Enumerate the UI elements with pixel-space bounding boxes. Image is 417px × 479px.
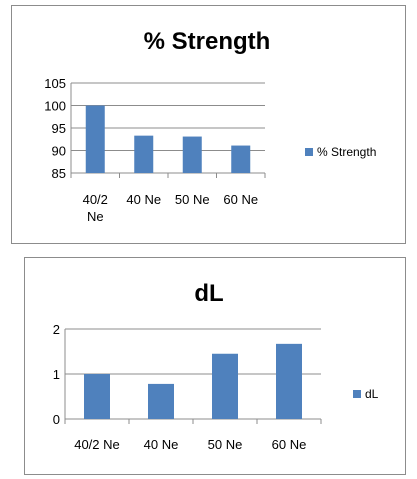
strength-category-label: 40 Ne: [126, 192, 161, 207]
strength-bar: [182, 136, 202, 173]
dl-ytick-label: 2: [53, 322, 60, 337]
strength-category-label: 40/2 Ne: [83, 192, 108, 224]
strength-ytick-label: 95: [52, 121, 66, 136]
dl-ytick-label: 0: [53, 412, 60, 427]
dl-bar: [84, 374, 110, 419]
dl-chart: dL 0 1 2 40/2 Ne 40 Ne 50 Ne 60 Ne dL: [24, 257, 406, 475]
strength-ytick-label: 105: [44, 76, 66, 91]
dl-category-label: 50 Ne: [208, 437, 243, 452]
strength-chart-title: % Strength: [144, 28, 271, 55]
strength-legend-label: % Strength: [317, 145, 376, 159]
strength-bar: [134, 135, 154, 173]
strength-chart: % Strength 85 90 95 100 105 40/2 Ne 40 Ne 50 Ne…: [11, 5, 406, 244]
dl-bar: [212, 353, 238, 419]
strength-ytick-label: 90: [52, 144, 66, 159]
dl-category-label: 40 Ne: [144, 437, 179, 452]
dl-chart-svg: dL 0 1 2 40/2 Ne 40 Ne 50 Ne 60 Ne dL: [53, 280, 379, 452]
strength-chart-svg: % Strength 85 90 95 100 105 40/2 Ne 40 Ne 50 Ne…: [44, 28, 376, 224]
strength-category-label: 50 Ne: [175, 192, 210, 207]
strength-ytick-label: 85: [52, 166, 66, 181]
dl-legend-swatch: [353, 390, 361, 398]
dl-bar: [276, 343, 302, 419]
dl-chart-title: dL: [194, 280, 223, 307]
dl-category-label: 60 Ne: [272, 437, 307, 452]
strength-bar: [85, 105, 105, 173]
strength-ytick-label: 100: [44, 99, 66, 114]
dl-bar: [148, 383, 174, 419]
dl-legend-label: dL: [365, 387, 379, 401]
strength-legend-swatch: [305, 148, 313, 156]
strength-category-label: 60 Ne: [223, 192, 258, 207]
dl-ytick-label: 1: [53, 367, 60, 382]
strength-bar: [231, 145, 251, 173]
dl-category-label: 40/2 Ne: [74, 437, 120, 452]
